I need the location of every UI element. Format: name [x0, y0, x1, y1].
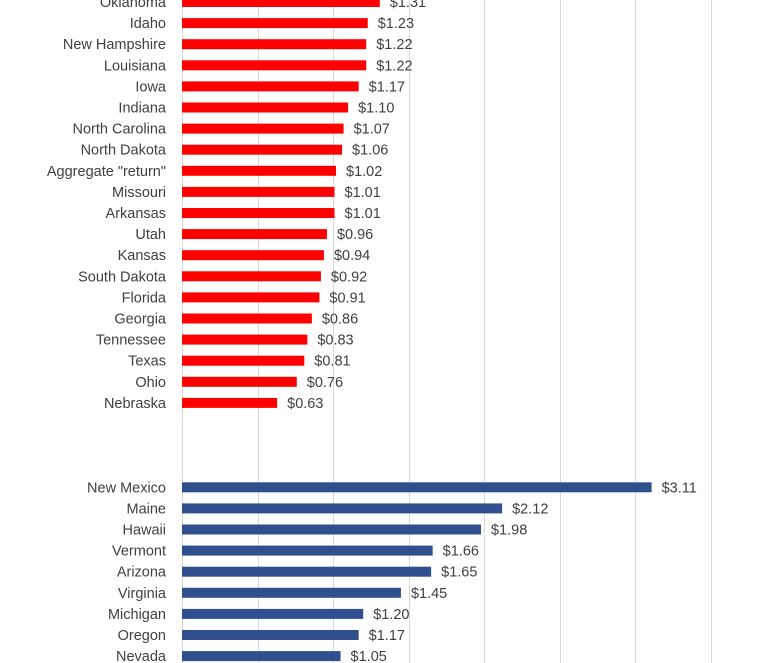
value-label: $3.11 — [662, 480, 697, 496]
category-label: Michigan — [108, 607, 166, 623]
category-label: New Hampshire — [63, 37, 166, 53]
bar — [182, 81, 359, 92]
category-label: Maine — [127, 501, 167, 517]
value-label: $1.65 — [441, 565, 477, 581]
category-label: Idaho — [130, 16, 166, 32]
bar — [182, 608, 364, 619]
value-label: $1.22 — [376, 37, 412, 53]
bar — [182, 566, 432, 577]
bars-layer — [182, 0, 652, 662]
bar — [182, 102, 349, 113]
value-label: $1.20 — [373, 607, 409, 623]
value-label: $0.83 — [317, 333, 353, 349]
bar — [182, 271, 321, 282]
category-label: Nebraska — [104, 396, 167, 412]
bar — [182, 165, 337, 176]
value-label: $1.05 — [351, 649, 387, 663]
category-label: Oklahoma — [100, 0, 167, 11]
category-label: Missouri — [112, 185, 166, 201]
category-label: Vermont — [112, 544, 166, 560]
category-label: Nevada — [116, 649, 167, 663]
bar — [182, 39, 367, 50]
bar — [182, 524, 481, 535]
bar — [182, 18, 368, 29]
bar — [182, 545, 433, 556]
bar — [182, 0, 380, 7]
value-label: $1.01 — [345, 206, 381, 222]
category-label: Ohio — [135, 375, 166, 391]
category-label: Utah — [135, 227, 166, 243]
value-label: $0.81 — [314, 354, 350, 370]
category-label: Oregon — [118, 628, 166, 644]
value-label: $1.66 — [443, 544, 479, 560]
bar — [182, 313, 312, 324]
value-label: $1.10 — [358, 101, 394, 117]
bar — [182, 186, 335, 197]
bar — [182, 292, 320, 303]
category-label: North Carolina — [73, 122, 167, 138]
value-label: $1.17 — [369, 628, 405, 644]
category-label: North Dakota — [81, 143, 167, 159]
labels-layer: Oklahoma $1.31 Idaho $1.23 New Hampshire $1.2… — [47, 0, 697, 663]
value-label: $1.07 — [354, 122, 390, 138]
category-label: New Mexico — [87, 480, 166, 496]
bar — [182, 482, 652, 493]
category-label: Hawaii — [122, 523, 166, 539]
value-label: $1.01 — [345, 185, 381, 201]
bar — [182, 334, 308, 345]
value-label: $0.92 — [331, 269, 367, 285]
bar — [182, 651, 341, 662]
value-label: $1.31 — [390, 0, 426, 11]
value-label: $1.45 — [411, 586, 447, 602]
category-label: Georgia — [114, 312, 167, 328]
category-label: South Dakota — [78, 269, 167, 285]
category-label: Iowa — [135, 79, 167, 95]
value-label: $0.86 — [322, 312, 358, 328]
grid-lines — [182, 0, 712, 663]
value-label: $0.91 — [329, 290, 365, 306]
bar — [182, 60, 367, 71]
value-label: $2.12 — [512, 501, 548, 517]
value-label: $0.76 — [307, 375, 343, 391]
category-label: Arizona — [117, 565, 167, 581]
value-label: $1.23 — [378, 16, 414, 32]
value-label: $0.94 — [334, 248, 370, 264]
category-label: Florida — [122, 290, 167, 306]
value-label: $1.22 — [376, 58, 412, 74]
bar — [182, 587, 401, 598]
value-label: $1.17 — [369, 79, 405, 95]
category-label: Louisiana — [104, 58, 167, 74]
bar — [182, 630, 359, 640]
value-label: $0.96 — [337, 227, 373, 243]
category-label: Arkansas — [106, 206, 166, 222]
value-label: $0.63 — [287, 396, 323, 412]
category-label: Texas — [128, 354, 166, 370]
value-label: $1.02 — [346, 164, 382, 180]
bar — [182, 376, 297, 387]
bar — [182, 503, 503, 514]
category-label: Indiana — [118, 101, 167, 117]
bar — [182, 208, 335, 218]
bar — [182, 397, 278, 408]
bar — [182, 123, 344, 134]
bar — [182, 229, 327, 240]
category-label: Kansas — [118, 248, 166, 264]
category-label: Tennessee — [96, 333, 166, 349]
bar — [182, 250, 324, 261]
category-label: Aggregate "return" — [47, 164, 166, 180]
bar — [182, 144, 343, 155]
value-label: $1.98 — [491, 523, 527, 539]
value-label: $1.06 — [352, 143, 388, 159]
category-label: Virginia — [118, 586, 167, 602]
bar — [182, 355, 305, 366]
